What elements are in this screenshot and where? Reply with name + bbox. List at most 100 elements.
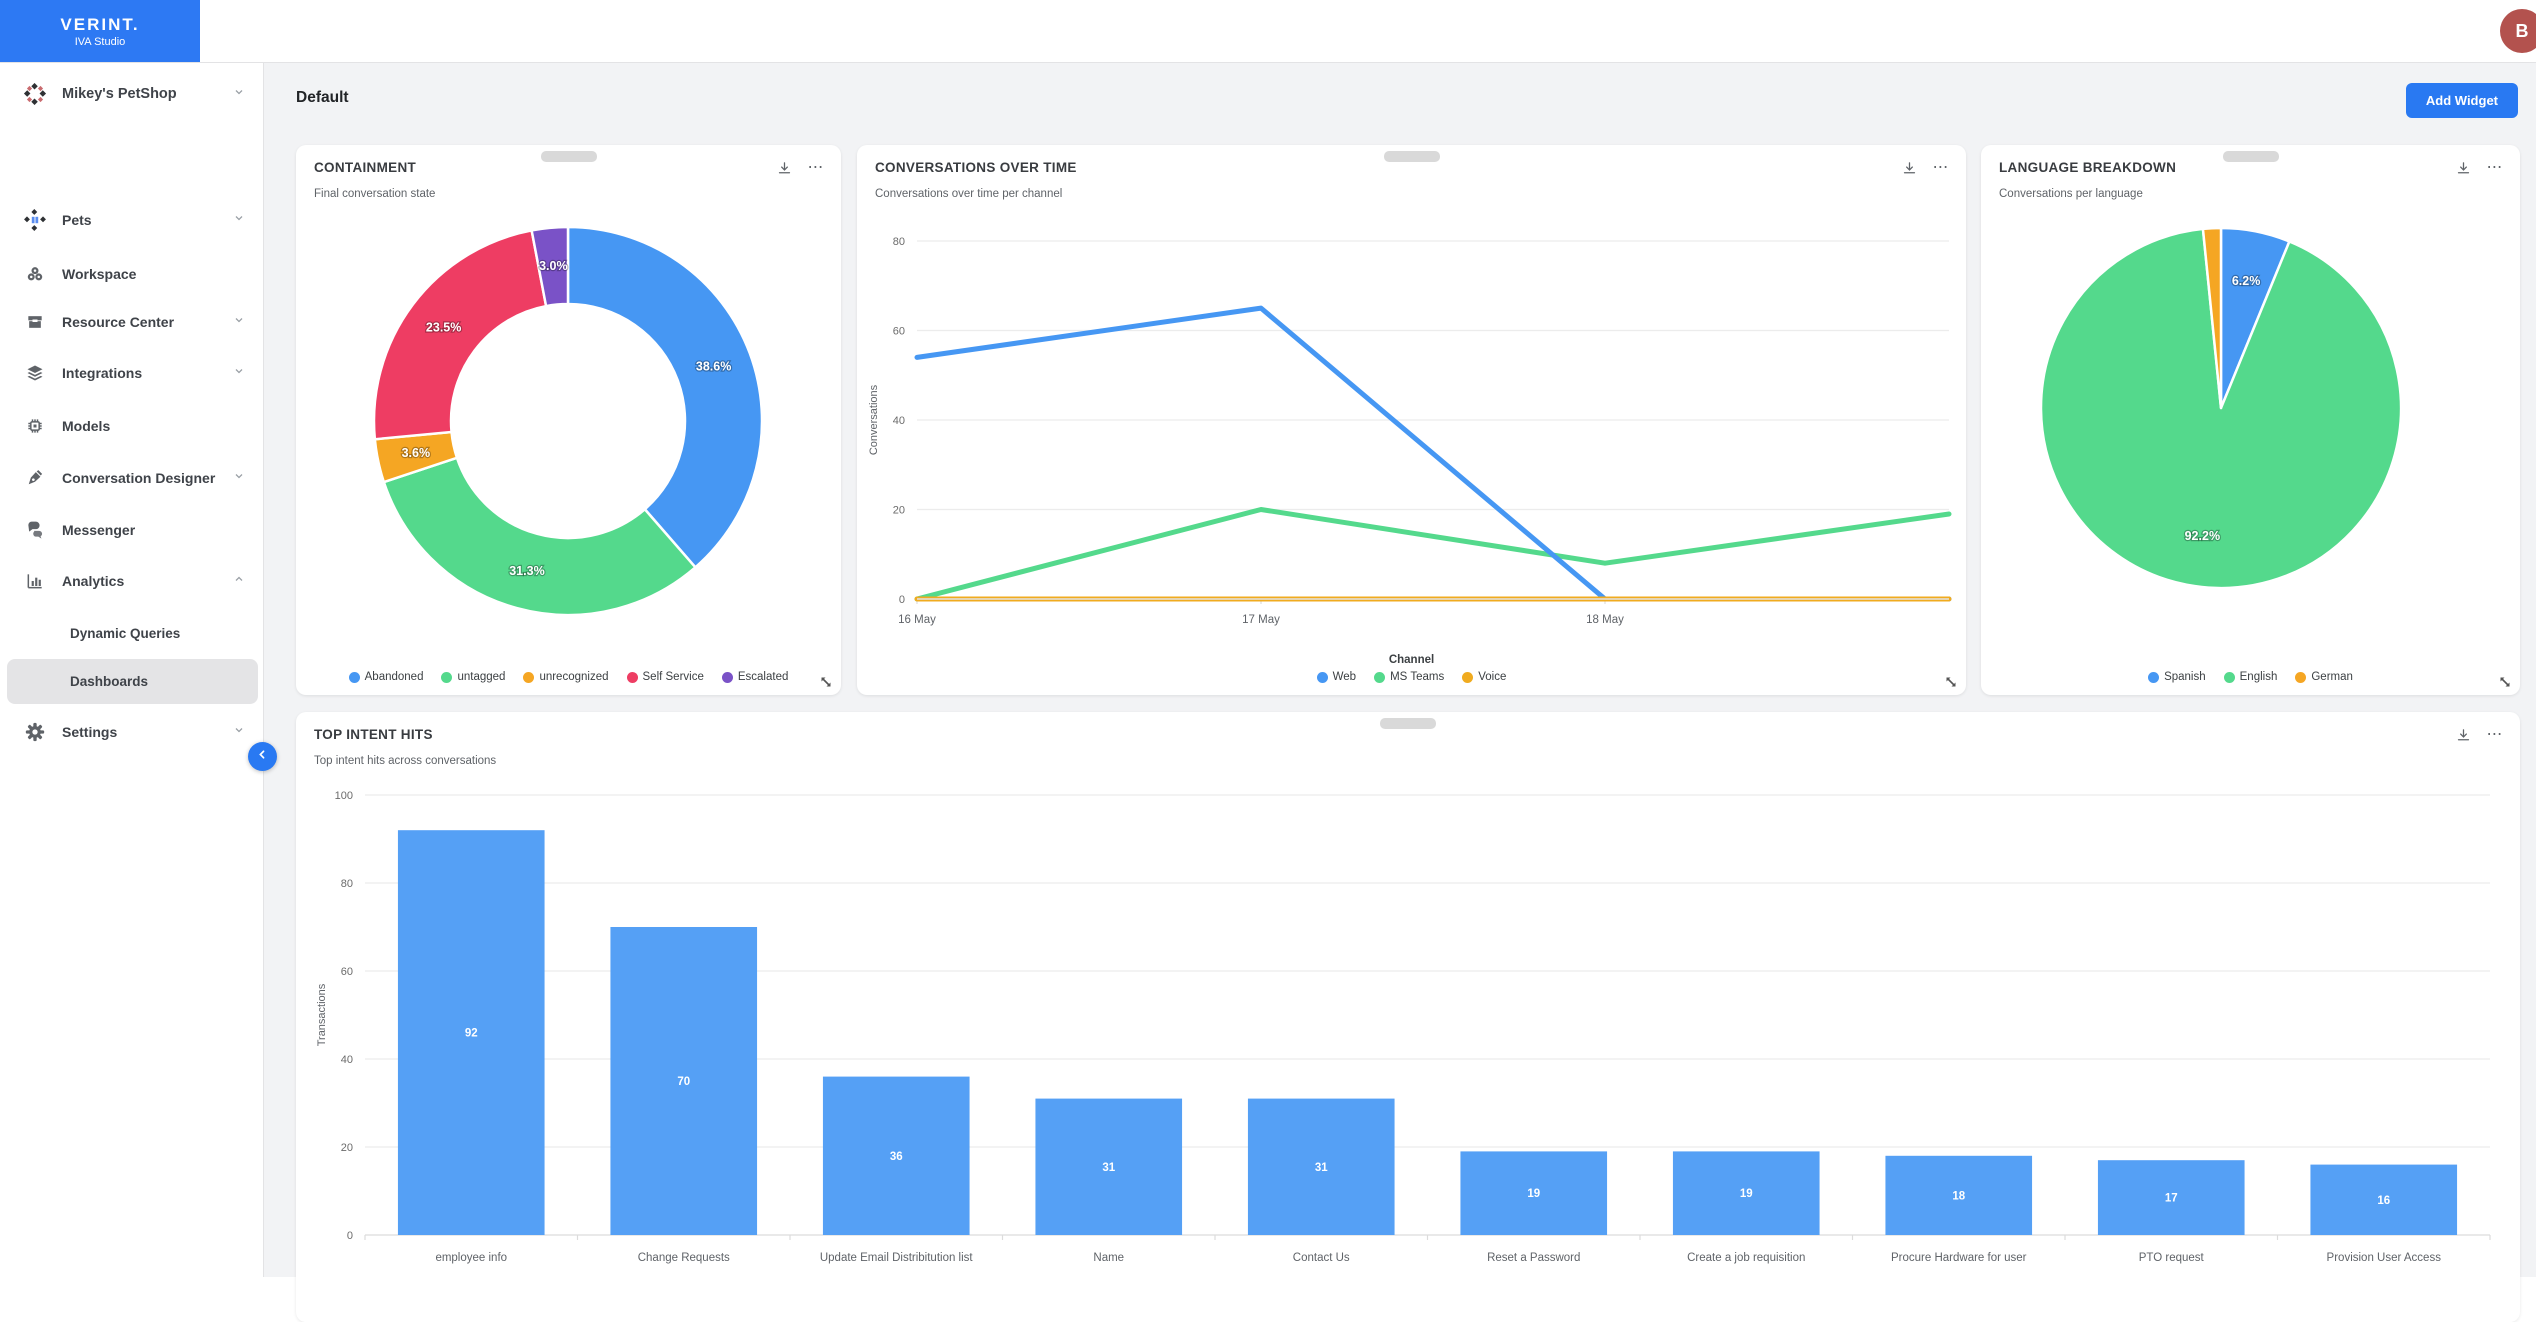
svg-text:40: 40 [893, 415, 905, 427]
svg-text:Procure Hardware for user: Procure Hardware for user [1891, 1252, 2027, 1264]
chevron-down-icon [233, 723, 245, 741]
drag-handle[interactable] [1383, 151, 1440, 162]
legend-label: English [2239, 671, 2278, 683]
svg-text:80: 80 [341, 878, 353, 890]
legend-item[interactable]: Abandoned [348, 671, 424, 683]
workspace-name: Mikey's PetShop [62, 86, 177, 102]
svg-text:31: 31 [1102, 1162, 1115, 1174]
svg-text:Contact Us: Contact Us [1293, 1252, 1350, 1264]
svg-text:6.2%: 6.2% [2232, 274, 2261, 288]
svg-text:16 May: 16 May [898, 614, 936, 626]
legend-color-dot [626, 671, 638, 683]
add-widget-button[interactable]: Add Widget [2405, 83, 2518, 118]
legend-label: Web [1332, 671, 1357, 683]
resize-handle-icon[interactable] [2497, 674, 2513, 690]
widget-subtitle: Top intent hits across conversations [314, 755, 497, 767]
containment-legend: Abandoned untagged unrecognized Self Servic… [348, 671, 788, 683]
conversations-line-chart: 0 20 40 60 80 Conversations 16 May 17 May 18 May [868, 236, 1952, 626]
legend-color-dot [1462, 671, 1474, 683]
more-options-icon[interactable]: ⋯ [2486, 726, 2504, 743]
widget-language-breakdown: LANGUAGE BREAKDOWN Conversations per lan… [1981, 145, 2520, 695]
svg-text:36: 36 [890, 1151, 903, 1163]
chevron-down-icon [233, 211, 245, 229]
legend-color-dot [523, 671, 535, 683]
sidebar-item-conversation-designer[interactable]: Conversation Designer [0, 452, 263, 504]
sidebar-subitem-dynamic-queries[interactable]: Dynamic Queries [0, 611, 263, 656]
legend-item[interactable]: English [2223, 671, 2278, 683]
more-options-icon[interactable]: ⋯ [1932, 159, 1950, 176]
sidebar-item-integrations[interactable]: Integrations [0, 347, 263, 399]
svg-text:Update Email Distribitution li: Update Email Distribitution list [820, 1252, 974, 1264]
sidebar-item-resource-center[interactable]: Resource Center [0, 296, 263, 348]
sidebar-item-label: Resource Center [62, 314, 175, 330]
download-icon[interactable] [2452, 724, 2474, 746]
svg-text:38.6%: 38.6% [696, 359, 731, 373]
legend-label: Abandoned [364, 671, 424, 683]
top-bar: VERINT. IVA Studio B [0, 0, 2536, 63]
svg-text:0: 0 [347, 1230, 353, 1242]
svg-text:19: 19 [1527, 1188, 1540, 1200]
download-icon[interactable] [773, 157, 795, 179]
svg-text:Change Requests: Change Requests [638, 1252, 730, 1264]
legend-item[interactable]: German [2295, 671, 2353, 683]
sidebar-subitem-label: Dynamic Queries [70, 626, 181, 641]
widget-subtitle: Conversations per language [1999, 188, 2143, 200]
main-content: Default Add Widget CONTAINMENT Final con… [263, 62, 2536, 1322]
sidebar-subitem-label: Dashboards [70, 674, 149, 689]
chevron-left-icon [256, 748, 269, 766]
legend-color-dot [721, 671, 733, 683]
sidebar-item-models[interactable]: Models [0, 400, 263, 452]
resize-handle-icon[interactable] [818, 674, 834, 690]
sidebar-item-label: Models [62, 418, 111, 434]
sidebar-item-pets[interactable]: Pets [0, 194, 263, 246]
legend-title: Channel [1388, 654, 1435, 666]
legend-label: unrecognized [539, 671, 609, 683]
legend-item[interactable]: Self Service [626, 671, 704, 683]
svg-text:16: 16 [2377, 1195, 2390, 1207]
svg-text:20: 20 [341, 1142, 353, 1154]
widget-subtitle: Final conversation state [314, 188, 436, 200]
verint-logo: VERINT. IVA Studio [0, 0, 200, 62]
gear-icon [24, 721, 46, 743]
sidebar-item-analytics[interactable]: Analytics [0, 555, 263, 607]
sidebar-item-settings[interactable]: Settings [0, 706, 263, 758]
more-options-icon[interactable]: ⋯ [807, 159, 825, 176]
legend-label: Self Service [642, 671, 704, 683]
svg-text:3.0%: 3.0% [539, 259, 568, 273]
pen-icon [24, 467, 46, 489]
sidebar-item-label: Integrations [62, 365, 143, 381]
chevron-down-icon [233, 85, 245, 103]
legend-color-dot [348, 671, 360, 683]
svg-text:Name: Name [1093, 1252, 1124, 1264]
resize-handle-icon[interactable] [1943, 674, 1959, 690]
svg-text:60: 60 [893, 326, 905, 338]
legend-item[interactable]: Voice [1462, 671, 1506, 683]
more-options-icon[interactable]: ⋯ [2486, 159, 2504, 176]
legend-item[interactable]: Escalated [721, 671, 788, 683]
drag-handle[interactable] [1380, 718, 1436, 729]
widget-title: CONTAINMENT [314, 160, 417, 175]
drag-handle[interactable] [540, 151, 597, 162]
svg-text:100: 100 [335, 790, 353, 802]
sidebar-collapse-button[interactable] [248, 742, 277, 771]
sidebar-item-label: Conversation Designer [62, 470, 216, 486]
download-icon[interactable] [2452, 157, 2474, 179]
legend-item[interactable]: Spanish [2148, 671, 2206, 683]
user-avatar[interactable]: B [2500, 9, 2536, 53]
drag-handle[interactable] [2222, 151, 2279, 162]
download-icon[interactable] [1898, 157, 1920, 179]
legend-item[interactable]: MS Teams [1374, 671, 1444, 683]
sidebar-subitem-dashboards[interactable]: Dashboards [7, 659, 258, 704]
sidebar-item-messenger[interactable]: Messenger [0, 504, 263, 556]
svg-text:0: 0 [899, 594, 905, 606]
language-legend: Spanish English German [2148, 671, 2353, 683]
svg-text:18 May: 18 May [1586, 614, 1624, 626]
sidebar-item-workspace[interactable]: Workspace [0, 248, 263, 300]
legend-item[interactable]: unrecognized [523, 671, 609, 683]
legend-item[interactable]: untagged [441, 671, 505, 683]
sidebar-workspace-selector[interactable]: Mikey's PetShop [0, 68, 263, 120]
svg-text:19: 19 [1740, 1188, 1753, 1200]
legend-item[interactable]: Web [1316, 671, 1357, 683]
petshop-grid-icon [24, 83, 46, 105]
widget-title: TOP INTENT HITS [314, 727, 433, 742]
